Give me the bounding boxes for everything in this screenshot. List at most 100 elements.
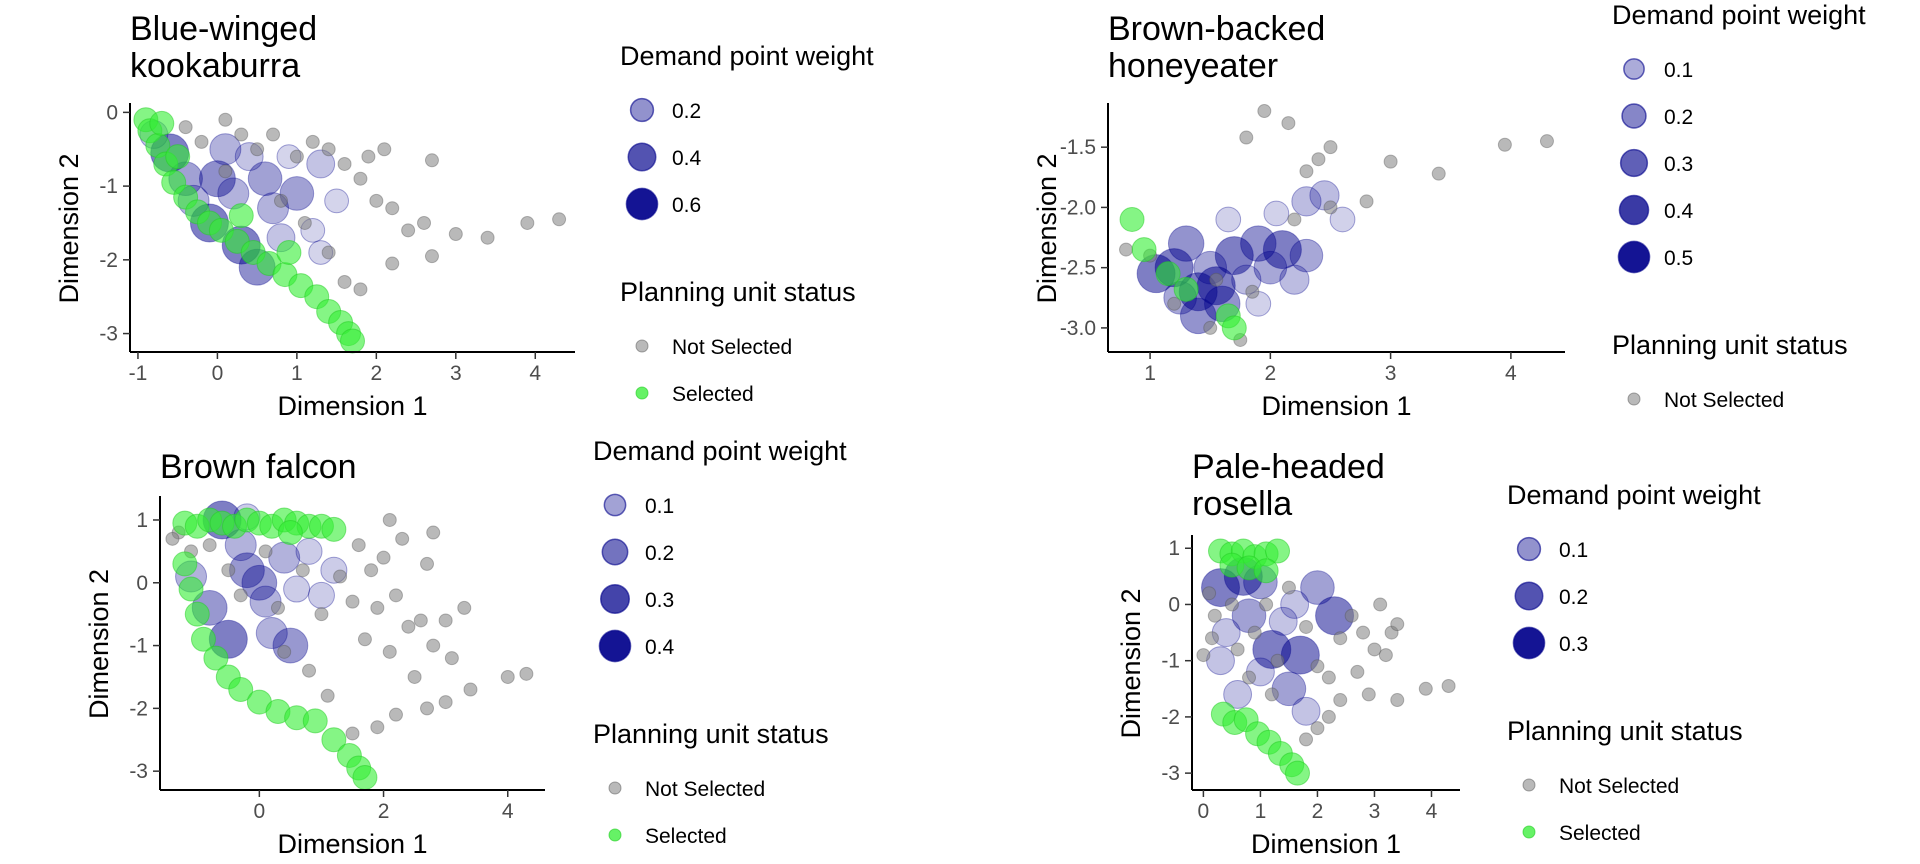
- legend-weight-label: 0.1: [1664, 59, 1693, 82]
- planning-unit-not-selected: [1259, 597, 1274, 612]
- chart-title: Brown-backed: [1108, 10, 1325, 48]
- planning-unit-selected: [184, 601, 210, 627]
- x-tick-label: 3: [1385, 362, 1397, 385]
- demand-point: [1291, 186, 1322, 217]
- y-tick-label: -2.5: [1060, 257, 1096, 280]
- planning-unit-not-selected: [1257, 104, 1272, 119]
- planning-unit-selected: [276, 239, 302, 265]
- x-axis-title: Dimension 1: [277, 829, 427, 859]
- legend-status-title: Planning unit status: [1507, 716, 1743, 746]
- planning-unit-not-selected: [448, 227, 463, 242]
- planning-unit-selected: [203, 645, 229, 671]
- x-tick-label: 1: [1144, 362, 1156, 385]
- planning-unit-not-selected: [1299, 732, 1314, 747]
- planning-unit-not-selected: [401, 619, 416, 634]
- legend-weight-key: [1516, 536, 1542, 562]
- planning-unit-selected: [302, 708, 328, 734]
- planning-unit-not-selected: [1539, 134, 1554, 149]
- x-tick-label: 4: [529, 362, 541, 385]
- planning-unit-not-selected: [500, 669, 515, 684]
- planning-unit-selected: [149, 110, 175, 136]
- legend-weight-key: [1618, 194, 1650, 226]
- legend: Demand point weight 0.1 0.2 0.3 0.4 Planning …: [593, 436, 847, 848]
- planning-unit-not-selected: [1310, 659, 1325, 674]
- planning-unit-not-selected: [337, 274, 352, 289]
- planning-unit-not-selected: [1299, 619, 1314, 634]
- y-axis-title: Dimension 2: [1116, 588, 1146, 738]
- planning-unit-not-selected: [1390, 617, 1405, 632]
- planning-unit-not-selected: [297, 215, 312, 230]
- planning-unit-not-selected: [353, 171, 368, 186]
- planning-unit-not-selected: [420, 556, 435, 571]
- planning-unit-not-selected: [1311, 152, 1326, 167]
- y-tick-label: 0: [1168, 593, 1180, 616]
- legend-weight-title: Demand point weight: [1507, 480, 1761, 510]
- planning-unit-selected: [172, 551, 198, 577]
- legend: Demand point weight 0.2 0.4 0.6 Planning uni…: [620, 41, 874, 406]
- demand-point: [1289, 238, 1324, 273]
- planning-unit-selected: [277, 520, 303, 546]
- planning-unit-not-selected: [395, 531, 410, 546]
- chart-title: Blue-winged: [130, 10, 317, 48]
- planning-unit-not-selected: [1333, 631, 1348, 646]
- planning-unit-not-selected: [305, 134, 320, 149]
- planning-unit-not-selected: [250, 142, 265, 157]
- planning-unit-not-selected: [1373, 597, 1388, 612]
- planning-unit-not-selected: [1281, 116, 1296, 131]
- planning-unit-not-selected: [295, 563, 310, 578]
- chart-title: Pale-headed: [1192, 448, 1385, 486]
- x-tick-label: 2: [1265, 362, 1277, 385]
- planning-unit-selected: [1131, 237, 1157, 263]
- planning-unit-not-selected: [337, 156, 352, 171]
- legend-weight-label: 0.3: [1559, 633, 1588, 656]
- x-tick-label: 3: [450, 362, 462, 385]
- demand-point: [1206, 646, 1235, 676]
- planning-unit-not-selected: [353, 282, 368, 297]
- planning-unit-selected: [1173, 276, 1199, 302]
- planning-unit-not-selected: [457, 600, 472, 615]
- chart-title: rosella: [1192, 485, 1292, 523]
- chart-title: honeyeater: [1108, 47, 1278, 85]
- planning-unit-selected: [321, 516, 347, 542]
- y-tick-label: -2: [129, 697, 148, 720]
- x-axis-title: Dimension 1: [277, 391, 427, 421]
- planning-unit-not-selected: [165, 531, 180, 546]
- legend-weight-key: [1621, 103, 1647, 129]
- planning-unit-not-selected: [1224, 597, 1239, 612]
- demand-point: [1280, 590, 1310, 619]
- legend-selected-label: Selected: [1559, 822, 1641, 845]
- demand-point: [1279, 264, 1310, 295]
- legend-weight-label: 0.2: [672, 100, 701, 123]
- chart-title: Brown falcon: [160, 448, 357, 486]
- legend-weight-key: [627, 142, 657, 172]
- legend-weight-key: [1619, 148, 1649, 178]
- planning-unit-not-selected: [1356, 625, 1371, 640]
- planning-unit-selected: [178, 576, 204, 602]
- planning-unit-not-selected: [1497, 137, 1512, 152]
- planning-unit-not-selected: [266, 127, 281, 142]
- x-tick-label: 1: [1255, 800, 1267, 823]
- x-tick-label: 1: [291, 362, 303, 385]
- planning-unit-not-selected: [218, 164, 233, 179]
- y-tick-label: -1: [129, 635, 148, 658]
- legend-weight-key: [625, 187, 659, 221]
- planning-unit-not-selected: [377, 142, 392, 157]
- planning-unit-not-selected: [1245, 284, 1260, 299]
- planning-unit-not-selected: [382, 512, 397, 527]
- legend-weight-key: [1617, 240, 1651, 274]
- planning-unit-not-selected: [302, 663, 317, 678]
- x-tick-label: 4: [502, 800, 514, 823]
- planning-unit-not-selected: [1333, 693, 1348, 708]
- planning-unit-not-selected: [438, 613, 453, 628]
- legend-weight-label: 0.1: [1559, 539, 1588, 562]
- legend-weight-label: 0.4: [672, 147, 702, 170]
- planning-unit-selected: [228, 203, 254, 229]
- demand-point: [295, 537, 323, 565]
- chart-panel-3: Brown falcon 0 2 4 1 0 -1 -2 -3 Dimension 1 Dimens…: [84, 436, 847, 859]
- planning-unit-not-selected: [369, 193, 384, 208]
- demand-point: [1215, 206, 1242, 233]
- demand-point: [1263, 200, 1290, 227]
- legend-weight-label: 0.4: [645, 636, 675, 659]
- planning-unit-not-selected: [1119, 242, 1134, 257]
